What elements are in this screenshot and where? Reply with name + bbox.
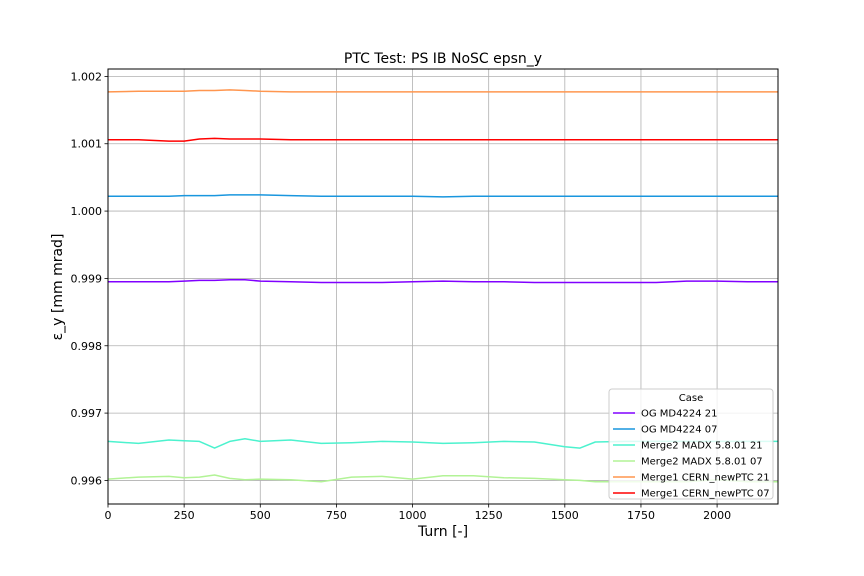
series-line-2 bbox=[108, 194, 778, 198]
x-axis-label: Turn [-] bbox=[417, 524, 468, 540]
series-line-5 bbox=[107, 89, 778, 93]
x-tick-label: 750 bbox=[326, 509, 347, 522]
legend-entry: Merge1 CERN_newPTC 21 bbox=[641, 473, 770, 484]
plot-frame bbox=[107, 68, 779, 505]
x-tick-label: 0 bbox=[105, 509, 112, 522]
legend-entry: Merge1 CERN_newPTC 07 bbox=[641, 489, 770, 500]
x-tick-label: 2000 bbox=[703, 509, 731, 522]
y-tick-label: 1.002 bbox=[71, 70, 103, 83]
legend-entry: Merge2 MADX 5.8.01 21 bbox=[641, 441, 763, 452]
legend: Case OG MD4224 21 OG MD4224 07 Merge2 MADX… bbox=[608, 388, 774, 500]
x-tick-label: 250 bbox=[174, 509, 195, 522]
legend-entry: OG MD4224 21 bbox=[641, 409, 717, 420]
y-ticks: 0.996 0.997 0.998 0.999 1.000 1.001 1.002 bbox=[71, 70, 108, 487]
x-tick-label: 1250 bbox=[475, 509, 503, 522]
y-tick-label: 0.997 bbox=[71, 407, 103, 420]
series-line-6 bbox=[108, 137, 778, 142]
x-tick-label: 1750 bbox=[627, 509, 655, 522]
legend-title: Case bbox=[679, 393, 703, 404]
x-tick-label: 1000 bbox=[399, 509, 427, 522]
y-tick-label: 0.996 bbox=[71, 474, 103, 487]
x-tick-label: 500 bbox=[250, 509, 271, 522]
y-tick-label: 1.001 bbox=[71, 138, 103, 151]
y-tick-label: 1.000 bbox=[71, 205, 103, 218]
series-line-1 bbox=[108, 279, 778, 284]
x-tick-label: 1500 bbox=[551, 509, 579, 522]
y-tick-label: 0.998 bbox=[71, 340, 103, 353]
y-tick-label: 0.999 bbox=[71, 272, 103, 285]
chart-title: PTC Test: PS IB NoSC epsn_y bbox=[344, 51, 542, 67]
y-axis-label: ε_y [mm mrad] bbox=[50, 234, 66, 341]
legend-entry: Merge2 MADX 5.8.01 07 bbox=[641, 457, 763, 468]
legend-entry: OG MD4224 07 bbox=[641, 425, 717, 436]
legend-box bbox=[608, 388, 774, 500]
x-ticks: 0 250 500 750 1000 1250 1500 1750 2000 bbox=[105, 504, 731, 522]
